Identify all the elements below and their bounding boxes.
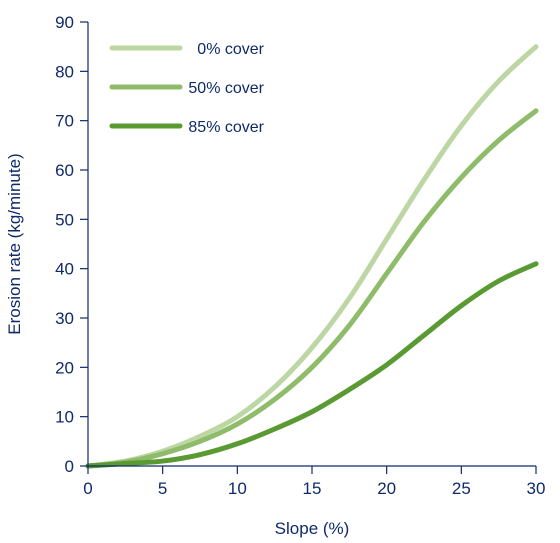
- y-tick-label: 50: [55, 210, 74, 229]
- legend-label-1: 0% cover: [197, 41, 264, 58]
- x-axis-title: Slope (%): [275, 519, 350, 538]
- x-tick-label: 30: [527, 479, 546, 498]
- x-tick-label: 20: [377, 479, 396, 498]
- y-tick-label: 30: [55, 309, 74, 328]
- axes-layer: 0 10 20 30 40 50 60 70 80 90 0 5 10 15 20 25 30: [55, 13, 545, 498]
- x-tick-label: 5: [158, 479, 167, 498]
- y-tick-label: 10: [55, 408, 74, 427]
- y-tick-label: 70: [55, 112, 74, 131]
- x-tick-label: 15: [303, 479, 322, 498]
- y-tick-label: 20: [55, 358, 74, 377]
- x-tick-label: 25: [452, 479, 471, 498]
- y-tick-label: 40: [55, 260, 74, 279]
- y-tick-label: 0: [65, 457, 74, 476]
- y-axis-title: Erosion rate (kg/minute): [5, 153, 24, 334]
- series-layer: [85, 44, 539, 469]
- legend-label-2: 50% cover: [188, 80, 264, 97]
- y-tick-label: 60: [55, 161, 74, 180]
- x-tick-label: 10: [228, 479, 247, 498]
- x-tick-label: 0: [83, 479, 92, 498]
- series-line-2: [85, 108, 539, 469]
- y-tick-label: 80: [55, 62, 74, 81]
- series-line-3: [85, 261, 539, 469]
- series-line-1: [85, 44, 539, 469]
- y-tick-label: 90: [55, 13, 74, 32]
- legend: 0% cover 50% cover 85% cover: [109, 41, 265, 136]
- legend-label-3: 85% cover: [188, 119, 264, 136]
